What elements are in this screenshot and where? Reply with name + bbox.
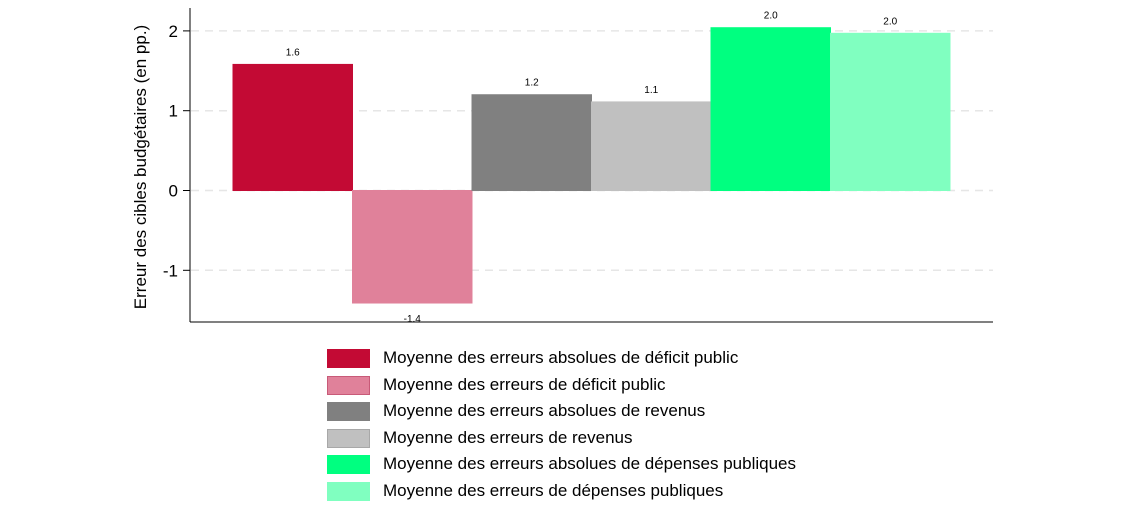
bar xyxy=(710,27,831,192)
data-label: 2.0 xyxy=(764,11,778,22)
legend-label: Moyenne des erreurs absolues de déficit … xyxy=(383,348,739,367)
legend-label: Moyenne des erreurs de dépenses publique… xyxy=(383,480,724,500)
legend-swatch xyxy=(327,481,370,501)
data-label: 1.1 xyxy=(644,85,658,96)
y-ticks: -1 0 1 2 xyxy=(163,22,190,280)
legend-label: Moyenne des erreurs de revenus xyxy=(383,427,633,447)
legend-item: Moyenne des erreurs absolues de revenus xyxy=(327,401,887,428)
bars xyxy=(232,27,951,304)
legend-item: Moyenne des erreurs absolues de déficit … xyxy=(327,348,887,375)
bar xyxy=(591,101,712,191)
legend: Moyenne des erreurs absolues de déficit … xyxy=(327,348,887,508)
legend-swatch xyxy=(327,349,370,368)
legend-swatch xyxy=(327,375,370,395)
legend-swatch xyxy=(327,428,370,448)
data-labels: 1.6 -1.4 1.2 1.1 2.0 2.0 xyxy=(286,11,898,325)
legend-item: Moyenne des erreurs absolues de dépenses… xyxy=(327,454,887,481)
bar xyxy=(352,190,473,304)
y-tick-label: 0 xyxy=(169,182,178,201)
y-tick-label: 1 xyxy=(169,102,178,121)
legend-item: Moyenne des erreurs de dépenses publique… xyxy=(327,481,887,508)
bar xyxy=(471,94,592,191)
data-label: 2.0 xyxy=(883,16,897,27)
data-label: 1.6 xyxy=(286,47,300,58)
y-axis-title: Erreur des cibles budgétaires (en pp.) xyxy=(131,25,150,309)
legend-label: Moyenne des erreurs absolues de revenus xyxy=(383,401,706,421)
bar xyxy=(830,32,951,191)
data-label: -1.4 xyxy=(404,314,422,325)
legend-item: Moyenne des erreurs de revenus xyxy=(327,428,887,455)
legend-item: Moyenne des erreurs de déficit public xyxy=(327,375,887,402)
y-tick-label: -1 xyxy=(163,261,178,280)
bar xyxy=(232,63,353,191)
legend-swatch xyxy=(327,402,370,422)
legend-label: Moyenne des erreurs de déficit public xyxy=(383,374,666,394)
data-label: 1.2 xyxy=(525,78,539,89)
axes xyxy=(189,8,993,323)
legend-swatch xyxy=(327,455,370,475)
y-tick-label: 2 xyxy=(169,22,178,41)
legend-label: Moyenne des erreurs absolues de dépenses… xyxy=(383,454,796,474)
